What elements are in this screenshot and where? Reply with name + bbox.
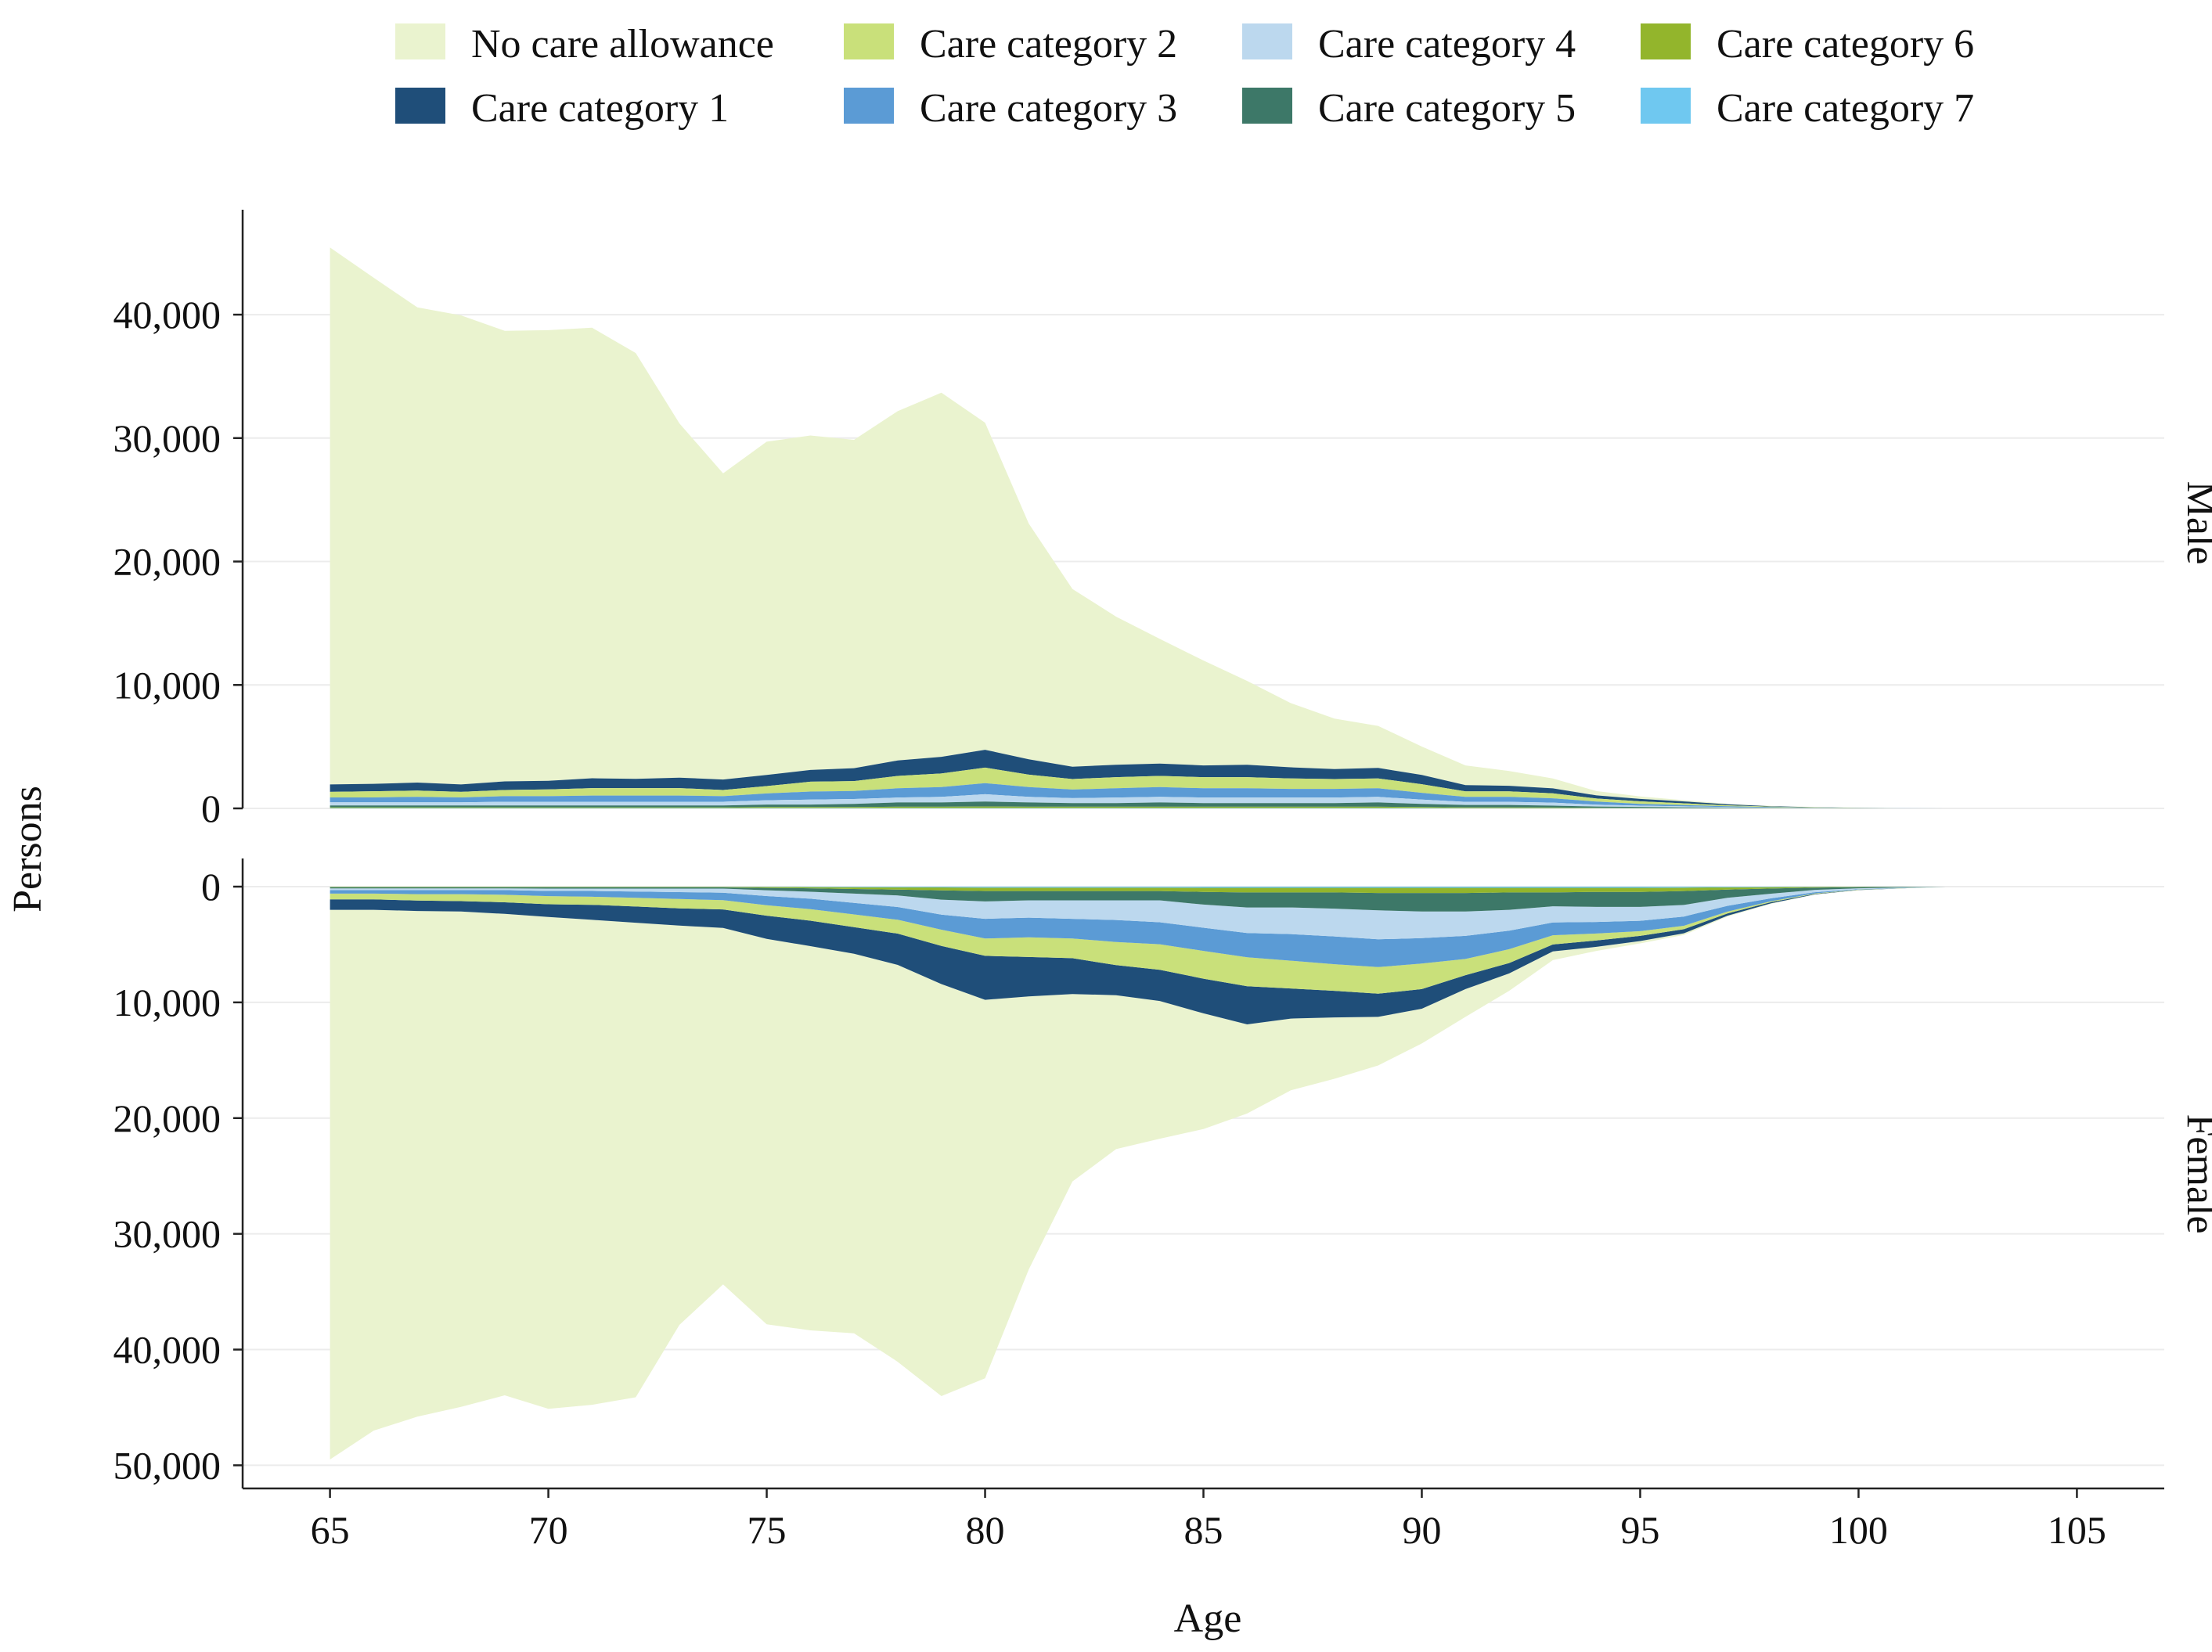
- x-tick-label: 75: [748, 1508, 787, 1552]
- x-tick-label: 80: [966, 1508, 1005, 1552]
- area-male-none: [330, 247, 2077, 808]
- y-tick-label: 10,000: [113, 981, 222, 1024]
- area-female-c1: [330, 887, 2077, 1024]
- area-male-c4: [330, 794, 2077, 808]
- legend-swatch-c1: [395, 88, 445, 124]
- area-male-c7: [330, 808, 2077, 809]
- legend-swatch-none: [395, 23, 445, 59]
- legend-swatch-c7: [1641, 88, 1691, 124]
- x-tick-label: 70: [529, 1508, 568, 1552]
- x-tick-label: 95: [1620, 1508, 1659, 1552]
- area-male-c6: [330, 806, 2077, 808]
- legend-label-none: No care allowance: [471, 22, 774, 67]
- legend-swatch-c4: [1242, 23, 1292, 59]
- x-axis: 65 70 75 80 85 90 95 100 105: [243, 1487, 2164, 1552]
- y-tick-label: 50,000: [113, 1443, 222, 1487]
- legend-label-c6: Care category 6: [1717, 22, 1974, 67]
- strip-label-male: Male: [2178, 481, 2212, 565]
- y-tick-label: 20,000: [113, 1096, 222, 1140]
- y-tick-label: 20,000: [113, 540, 222, 584]
- area-female-c3: [330, 887, 2077, 967]
- x-tick-label: 85: [1184, 1508, 1223, 1552]
- y-tick-label: 40,000: [113, 1328, 222, 1372]
- legend-swatch-c2: [844, 23, 894, 59]
- area-female-c4: [330, 887, 2077, 940]
- y-tick-label: 0: [201, 786, 221, 830]
- legend-label-c5: Care category 5: [1318, 86, 1576, 131]
- legend-label-c1: Care category 1: [471, 86, 729, 131]
- area-male-c2: [330, 767, 2077, 808]
- legend-swatch-c6: [1641, 23, 1691, 59]
- area-female-c7: [330, 887, 2077, 888]
- legend-label-c4: Care category 4: [1318, 22, 1576, 67]
- legend-label-c7: Care category 7: [1717, 86, 1974, 131]
- area-male-c1: [330, 750, 2077, 808]
- y-tick-label: 30,000: [113, 416, 222, 460]
- x-tick-label: 90: [1402, 1508, 1441, 1552]
- area-male-c3: [330, 783, 2077, 808]
- area-female-c6: [330, 887, 2077, 894]
- area-female-c2: [330, 887, 2077, 994]
- y-axis-title: Persons: [5, 786, 50, 912]
- y-tick-label: 30,000: [113, 1212, 222, 1256]
- area-male-c5: [330, 801, 2077, 808]
- x-tick-label: 105: [2048, 1508, 2106, 1552]
- strip-label-female: Female: [2178, 1114, 2212, 1233]
- legend-swatch-c5: [1242, 88, 1292, 124]
- legend-label-c2: Care category 2: [920, 22, 1177, 67]
- area-female-none: [330, 887, 2077, 1459]
- legend: No care allowance Care category 2 Care cat…: [395, 22, 1974, 131]
- y-tick-label: 10,000: [113, 663, 222, 707]
- panel-male: 0 10,000 20,000 30,000 40,000 Male: [113, 210, 2212, 830]
- x-tick-label: 100: [1829, 1508, 1888, 1552]
- legend-label-c3: Care category 3: [920, 86, 1177, 131]
- x-axis-title: Age: [1174, 1596, 1242, 1641]
- x-tick-label: 65: [311, 1508, 350, 1552]
- y-tick-label: 40,000: [113, 293, 222, 337]
- panel-female: 0 10,000 20,000 30,000 40,000 50,000 Female: [113, 858, 2212, 1488]
- legend-swatch-c3: [844, 88, 894, 124]
- area-female-c5: [330, 887, 2077, 912]
- y-tick-label: 0: [201, 865, 221, 909]
